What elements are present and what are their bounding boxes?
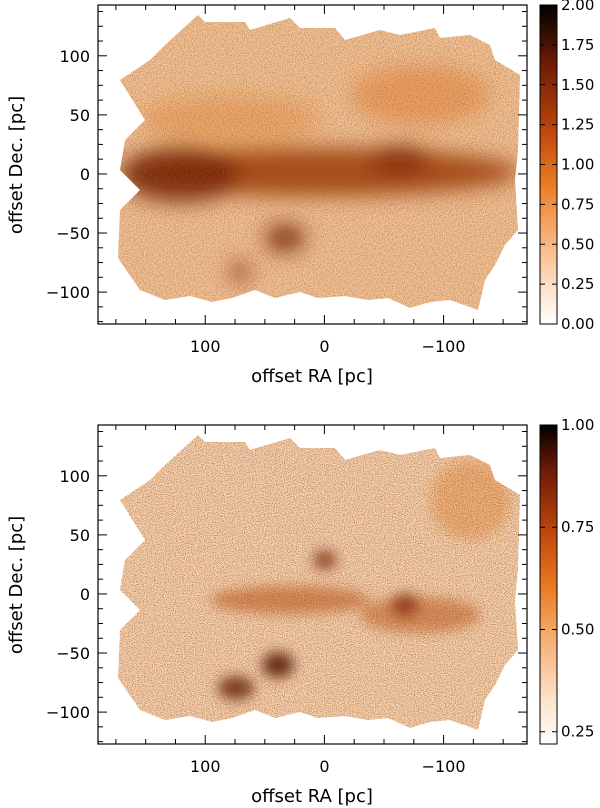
coverage-mosaic-top xyxy=(118,15,520,310)
colorbar-tick-label: 1.75 xyxy=(561,36,594,54)
y-tick-label: −50 xyxy=(56,224,90,243)
colorbar-tick-label: 1.25 xyxy=(561,116,594,134)
axis-ticks-top: 100 0 −100 −100 −50 0 50 100 xyxy=(46,5,527,356)
colorbar-ticks-bottom: 0.25 0.50 0.75 1.00 xyxy=(540,416,594,741)
y-tick-label: 0 xyxy=(80,585,90,604)
colorbar-gradient-bottom xyxy=(539,424,558,745)
colorbar-bottom: 0.25 0.50 0.75 1.00 xyxy=(539,416,594,745)
x-tick-label: 0 xyxy=(319,757,329,776)
plot-frame-top xyxy=(97,4,528,325)
colorbar-ticks-top: 0.00 0.25 0.50 0.75 1.00 1.25 1.50 1.75 2.00 xyxy=(540,0,594,333)
map-panel-top: 100 0 −100 −100 −50 0 50 100 offset RA [pc] off… xyxy=(6,0,594,387)
y-tick-label: −50 xyxy=(56,644,90,663)
colorbar-tick-label: 1.00 xyxy=(561,156,594,174)
y-axis-label-top: offset Dec. [pc] xyxy=(6,96,27,234)
x-tick-label: 0 xyxy=(319,337,329,356)
y-tick-label: −100 xyxy=(46,703,90,722)
coverage-mosaic-bottom xyxy=(118,435,520,730)
colorbar-tick-label: 1.00 xyxy=(561,416,594,434)
x-axis-label-top: offset RA [pc] xyxy=(251,366,373,387)
colorbar-tick-label: 2.00 xyxy=(561,0,594,14)
colorbar-tick-label: 0.50 xyxy=(561,620,594,638)
x-tick-label: 100 xyxy=(190,757,221,776)
y-tick-label: 100 xyxy=(59,467,90,486)
y-tick-label: 100 xyxy=(59,47,90,66)
y-tick-label: 50 xyxy=(70,106,90,125)
x-tick-label: −100 xyxy=(422,757,466,776)
x-axis-label-bottom: offset RA [pc] xyxy=(251,786,373,807)
y-tick-label: 50 xyxy=(70,526,90,545)
colorbar-tick-label: 1.50 xyxy=(561,76,594,94)
y-tick-label: −100 xyxy=(46,283,90,302)
plot-frame-bottom xyxy=(97,424,528,745)
x-tick-label: −100 xyxy=(422,337,466,356)
colorbar-tick-label: 0.75 xyxy=(561,518,594,536)
colorbar-tick-label: 0.25 xyxy=(561,275,594,293)
y-axis-label-bottom: offset Dec. [pc] xyxy=(6,516,27,654)
colorbar-tick-label: 0.00 xyxy=(561,315,594,333)
colorbar-tick-label: 0.75 xyxy=(561,195,594,213)
y-tick-label: 0 xyxy=(80,165,90,184)
colorbar-tick-label: 0.50 xyxy=(561,235,594,253)
x-tick-label: 100 xyxy=(190,337,221,356)
colorbar-top: 0.00 0.25 0.50 0.75 1.00 1.25 1.50 1.75 2.00 xyxy=(539,0,594,333)
colorbar-tick-label: 0.25 xyxy=(561,723,594,741)
axis-ticks-bottom: 100 0 −100 −100 −50 0 50 100 xyxy=(46,425,527,776)
map-panel-bottom: 100 0 −100 −100 −50 0 50 100 offset RA [pc] off… xyxy=(6,416,594,807)
